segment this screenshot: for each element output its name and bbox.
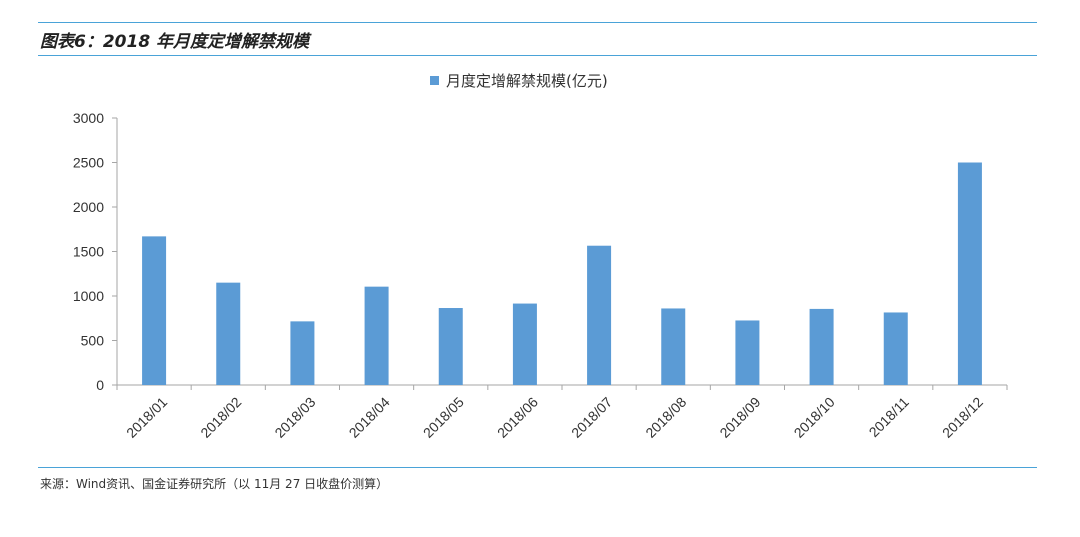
bottom-rule <box>38 467 1037 468</box>
source-note: 来源：Wind资讯、国金证券研究所（以 11月 27 日收盘价测算） <box>40 477 389 491</box>
bar <box>438 308 463 385</box>
top-rule <box>38 22 1037 23</box>
bar <box>512 303 537 385</box>
bar <box>735 320 760 385</box>
bar <box>587 245 612 385</box>
y-tick-label: 1500 <box>73 244 104 260</box>
bar <box>661 308 686 385</box>
x-tick-label: 2018/12 <box>939 394 986 441</box>
x-tick-label: 2018/08 <box>642 394 689 441</box>
y-tick-label: 2500 <box>73 155 104 171</box>
bar <box>809 308 834 385</box>
y-tick-label: 500 <box>81 333 105 349</box>
title-rule <box>38 55 1037 56</box>
y-tick-label: 0 <box>96 377 104 393</box>
x-tick-label: 2018/10 <box>791 394 838 441</box>
legend: 月度定增解禁规模(亿元) <box>430 72 608 90</box>
x-tick-label: 2018/05 <box>420 394 467 441</box>
chart-area: 月度定增解禁规模(亿元) 0 500 1000 1500 2000 2500 3000 20… <box>0 60 1080 465</box>
x-tick-label: 2018/01 <box>123 394 170 441</box>
x-tick-label: 2018/03 <box>271 394 318 441</box>
x-axis: 2018/01 2018/02 2018/03 2018/04 2018/05 2018/… <box>116 384 1008 441</box>
bar <box>290 321 315 385</box>
legend-swatch <box>430 76 439 85</box>
bar-chart: 月度定增解禁规模(亿元) 0 500 1000 1500 2000 2500 3000 20… <box>73 72 1008 441</box>
y-axis: 0 500 1000 1500 2000 2500 3000 <box>73 110 118 393</box>
legend-label: 月度定增解禁规模(亿元) <box>446 72 608 90</box>
figure-title: 图表6：2018 年月度定增解禁规模 <box>40 32 310 52</box>
x-tick-label: 2018/04 <box>346 394 393 441</box>
x-tick-label: 2018/09 <box>716 394 763 441</box>
bar <box>216 282 241 385</box>
x-tick-label: 2018/06 <box>494 394 541 441</box>
bars <box>142 162 982 385</box>
y-tick-label: 2000 <box>73 199 104 215</box>
x-tick-label: 2018/11 <box>866 394 913 441</box>
bar <box>883 312 908 385</box>
bar <box>364 286 389 385</box>
x-tick-label: 2018/07 <box>568 394 615 441</box>
bar <box>142 236 167 385</box>
bar <box>957 162 982 385</box>
y-tick-label: 3000 <box>73 110 104 126</box>
x-tick-label: 2018/02 <box>197 394 244 441</box>
y-tick-label: 1000 <box>73 288 104 304</box>
